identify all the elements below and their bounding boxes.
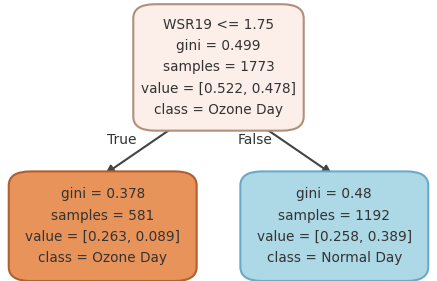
FancyBboxPatch shape	[9, 171, 197, 281]
FancyBboxPatch shape	[133, 4, 304, 131]
Text: False: False	[237, 133, 272, 148]
Text: WSR19 <= 1.75
gini = 0.499
samples = 1773
value = [0.522, 0.478]
class = Ozone D: WSR19 <= 1.75 gini = 0.499 samples = 177…	[141, 18, 296, 117]
Text: gini = 0.378
samples = 581
value = [0.263, 0.089]
class = Ozone Day: gini = 0.378 samples = 581 value = [0.26…	[25, 187, 180, 265]
Text: True: True	[107, 133, 137, 148]
Text: gini = 0.48
samples = 1192
value = [0.258, 0.389]
class = Normal Day: gini = 0.48 samples = 1192 value = [0.25…	[257, 187, 412, 265]
FancyBboxPatch shape	[240, 171, 428, 281]
